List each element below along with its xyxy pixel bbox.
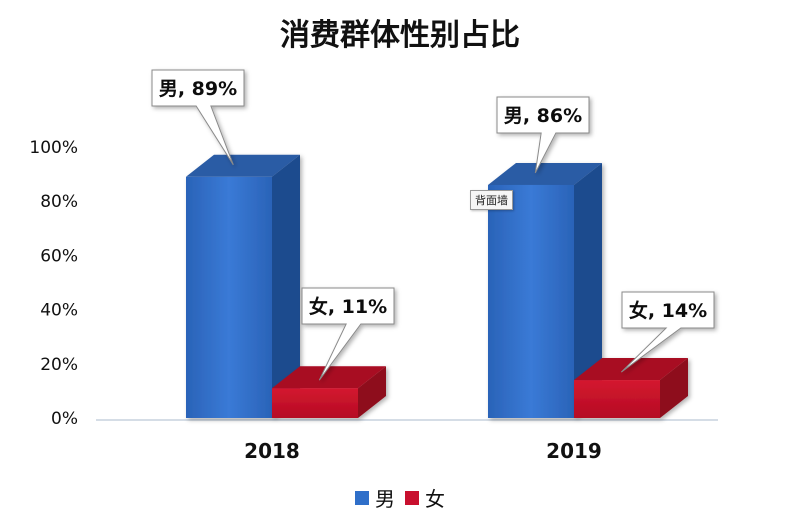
legend-swatch-female (405, 490, 419, 505)
legend-swatch-male (355, 490, 369, 505)
y-tick-label: 100% (29, 138, 78, 158)
x-tick-label: 2019 (546, 439, 602, 463)
data-label-female-2018-text: 女, 11% (309, 295, 387, 318)
data-label-male-2019: 男, 86% (496, 96, 590, 174)
legend-label-female: 女 (425, 487, 445, 511)
data-label-male-2018-text: 男, 89% (159, 78, 237, 100)
y-tick-label: 60% (40, 246, 78, 266)
bar-male-2019-front (488, 184, 574, 418)
legend-item-male[interactable]: 男 (355, 483, 395, 512)
bar-female-2019-side (660, 358, 688, 418)
data-label-female-2019-text: 女, 14% (629, 299, 707, 322)
y-tick-label: 0% (51, 409, 78, 429)
bar-female-2018-top (272, 366, 386, 389)
x-axis: 2018 2019 (244, 439, 602, 463)
x-tick-label: 2018 (244, 439, 300, 463)
y-axis: 0% 20% 40% 60% 80% 100% (29, 138, 718, 429)
bar-male-2019[interactable] (488, 162, 602, 418)
tooltip: 背面墙 (470, 190, 513, 210)
data-label-male-2019-text: 男, 86% (504, 105, 582, 127)
bar-female-2019-top (574, 358, 688, 381)
data-label-male-2018: 男, 89% (151, 69, 245, 166)
data-label-female-2019: 女, 14% (620, 291, 715, 373)
bar-male-2018-top (186, 154, 300, 177)
legend-item-female[interactable]: 女 (405, 483, 445, 512)
data-labels: 男, 89% 女, 11% 男, 86% 女, 14% (151, 69, 715, 381)
bar-female-2019-front (574, 380, 660, 418)
legend-label-male: 男 (375, 487, 395, 511)
bars (186, 154, 688, 418)
y-tick-label: 40% (40, 301, 78, 321)
legend: 男 女 (0, 483, 800, 512)
bar-male-2019-side (574, 162, 602, 418)
bar-female-2018-side (358, 366, 386, 418)
y-tick-label: 80% (40, 192, 78, 212)
bar-male-2018-side (272, 154, 300, 418)
bar-male-2018[interactable] (186, 154, 300, 418)
bar-male-2018-front (186, 176, 272, 418)
bar-female-2019[interactable] (574, 358, 688, 418)
bar-male-2019-top (488, 162, 602, 185)
chart-title: 消费群体性别占比 (280, 18, 520, 53)
bar-female-2018[interactable] (272, 366, 386, 418)
data-label-female-2018: 女, 11% (301, 287, 395, 381)
y-tick-label: 20% (40, 355, 78, 375)
bar-female-2018-front (272, 388, 358, 418)
